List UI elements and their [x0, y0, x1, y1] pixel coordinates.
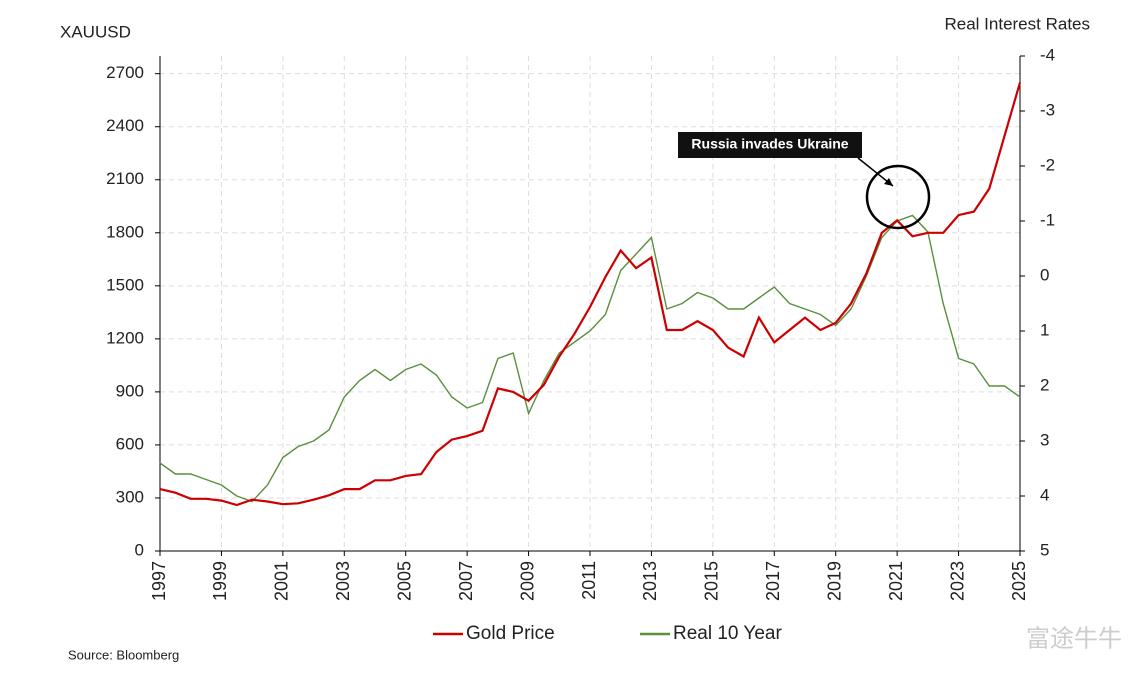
x-tick-label: 2003: [333, 561, 353, 601]
x-tick-label: 2025: [1009, 561, 1029, 601]
y2-tick-label: -2: [1040, 155, 1055, 174]
x-tick-label: 1997: [149, 561, 169, 601]
source: Source: Bloomberg: [68, 647, 179, 662]
y-axis-label: XAUUSD: [60, 22, 131, 41]
y-tick-label: 2100: [106, 169, 144, 188]
y-tick-label: 1800: [106, 222, 144, 241]
y2-tick-label: -4: [1040, 45, 1055, 64]
legend-label: Gold Price: [466, 623, 555, 644]
y-tick-label: 2400: [106, 116, 144, 135]
series-line: [159, 82, 1022, 507]
x-tick-label: 2023: [947, 561, 967, 601]
annotation-box: [678, 132, 862, 158]
y2-tick-label: 4: [1040, 485, 1049, 504]
x-tick-label: 2009: [517, 561, 537, 601]
y2-tick-label: -1: [1040, 210, 1055, 229]
y2-tick-label: -3: [1040, 100, 1055, 119]
y2-tick-label: 1: [1040, 320, 1049, 339]
y-tick-label: 600: [116, 434, 144, 453]
y-tick-label: 2700: [106, 63, 144, 82]
watermark: 富途牛牛: [1026, 625, 1122, 652]
annotation-text: Russia invades Ukraine: [691, 136, 848, 152]
legend-label: Real 10 Year: [673, 623, 782, 644]
x-tick-label: 2021: [886, 561, 906, 601]
x-tick-label: 2005: [394, 561, 414, 601]
arrow-head: [884, 178, 893, 186]
y2-tick-label: 5: [1040, 540, 1049, 559]
x-tick-label: 2001: [272, 561, 292, 601]
y-tick-label: 300: [116, 487, 144, 506]
x-tick-label: 2011: [579, 561, 599, 600]
y-tick-label: 1200: [106, 328, 144, 347]
y-tick-label: 1500: [106, 275, 144, 294]
x-tick-label: 2013: [640, 561, 660, 601]
y-tick-label: 0: [135, 540, 144, 559]
y2-tick-label: 3: [1040, 430, 1049, 449]
x-tick-label: 2017: [763, 561, 783, 601]
y2-tick-label: 0: [1040, 265, 1049, 284]
x-tick-label: 2007: [456, 561, 476, 601]
x-tick-label: 2015: [702, 561, 722, 601]
y-tick-label: 900: [116, 381, 144, 400]
y2-tick-label: 2: [1040, 375, 1049, 394]
series-line: [159, 214, 1021, 503]
x-tick-label: 2019: [824, 561, 844, 601]
x-tick-label: 1999: [210, 561, 230, 601]
y2-axis-label: Real Interest Rates: [944, 14, 1090, 33]
annotation-circle: [865, 164, 931, 230]
